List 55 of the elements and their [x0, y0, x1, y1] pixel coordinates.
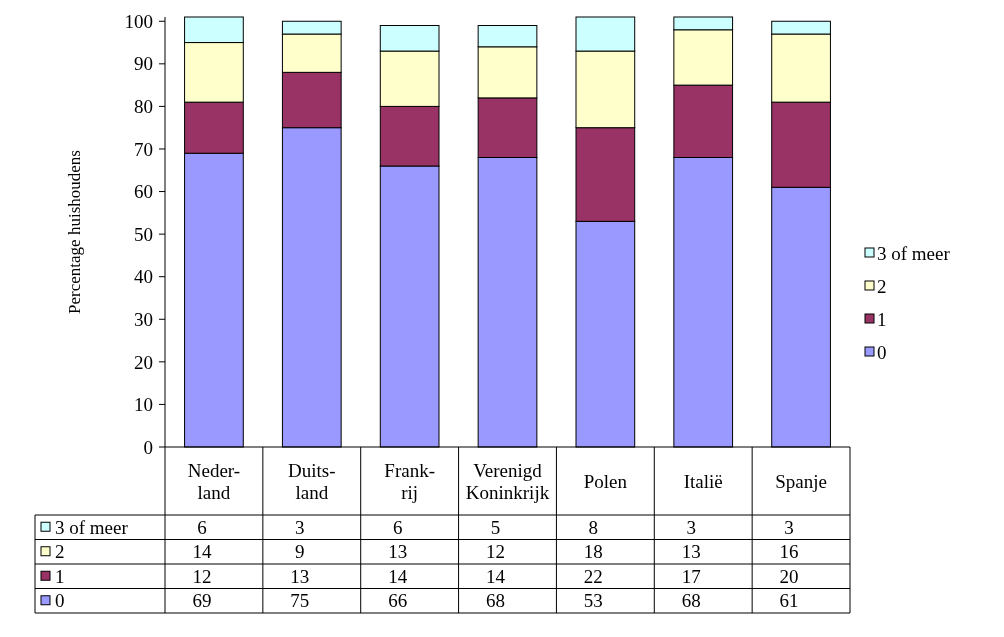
data-label: 3 [784, 516, 794, 538]
y-tick-label: 20 [134, 351, 153, 373]
x-tick-label: Spanje [775, 470, 827, 492]
y-tick-label: 30 [134, 308, 153, 330]
data-label: 3 [686, 516, 696, 538]
data-label: 18 [583, 541, 603, 563]
data-label: 12 [192, 565, 212, 587]
data-label: 8 [588, 516, 599, 538]
data-label: 61 [779, 590, 799, 612]
data-label: 53 [583, 590, 603, 612]
data-label: 17 [681, 565, 701, 587]
y-tick-label: 90 [134, 53, 153, 75]
data-label: 14 [192, 541, 212, 563]
y-tick-label: 10 [134, 394, 153, 416]
y-tick-label: 70 [134, 138, 153, 160]
data-label: 13 [290, 565, 310, 587]
y-axis-title: Percentage huishoudens [65, 150, 84, 314]
text: 2 [55, 541, 65, 563]
text: 1 [55, 565, 65, 587]
data-label: 6 [392, 516, 403, 538]
x-tick-label: Frank- rij [384, 459, 435, 503]
y-tick-label: 80 [134, 96, 153, 118]
data-label: 5 [490, 516, 501, 538]
data-label: 68 [486, 590, 505, 612]
x-tick-label: Verenigd Koninkrijk [465, 459, 550, 503]
data-label: 6 [197, 516, 207, 538]
text: 0 [55, 590, 65, 612]
data-label: 13 [388, 541, 408, 563]
data-label: 69 [192, 590, 212, 612]
x-tick-label: Polen [583, 470, 628, 492]
data-label: 66 [388, 590, 408, 612]
legend-label: 0 [877, 341, 887, 363]
data-label: 22 [583, 565, 603, 587]
y-tick-label: 50 [134, 223, 153, 245]
data-label: 12 [486, 541, 505, 563]
legend-label: 1 [877, 308, 887, 330]
x-tick-label: Italië [683, 470, 723, 492]
data-label: 14 [486, 565, 506, 587]
data-label: 9 [295, 541, 305, 563]
data-label: 68 [681, 590, 701, 612]
text: 3 of meer [55, 516, 128, 538]
legend-label: 3 of meer [877, 242, 951, 264]
y-tick-label: 0 [143, 436, 153, 458]
x-tick-label: Duits- land [288, 459, 336, 503]
data-label: 14 [388, 565, 408, 587]
x-tick-label: Neder- land [187, 459, 241, 503]
data-label: 16 [779, 541, 799, 563]
data-label: 20 [779, 565, 799, 587]
legend-label: 2 [877, 275, 887, 297]
data-label: 75 [290, 590, 310, 612]
y-tick-label: 100 [124, 10, 153, 32]
data-label: 13 [681, 541, 701, 563]
data-label: 3 [295, 516, 305, 538]
y-tick-label: 40 [134, 266, 153, 288]
y-tick-label: 60 [134, 181, 153, 203]
